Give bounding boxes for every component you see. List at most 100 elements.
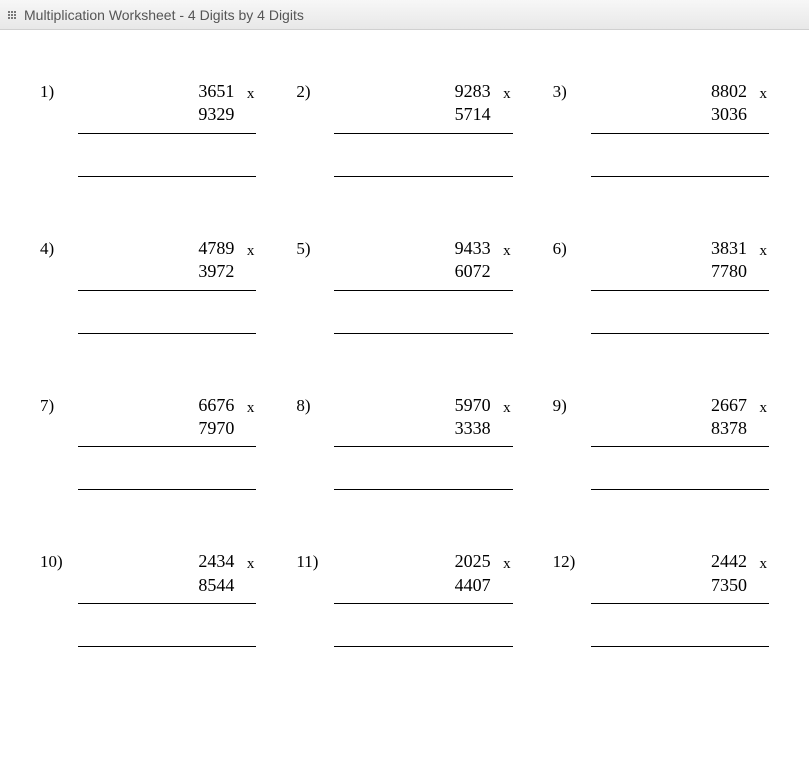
multiply-symbol: x: [503, 243, 511, 260]
operand-rule: [78, 133, 256, 134]
problem: 4)47893972 x: [40, 237, 256, 334]
operand-rule: [591, 446, 769, 447]
multiplier: 7780: [591, 260, 747, 283]
window-titlebar: Multiplication Worksheet - 4 Digits by 4…: [0, 0, 809, 30]
multiplicand: 9433: [334, 237, 490, 260]
problem-body: 66767970 x: [78, 394, 256, 491]
grip-icon: [8, 11, 16, 19]
multiply-symbol: x: [503, 86, 511, 103]
problem-number: 1): [40, 80, 78, 102]
operand-rule: [78, 446, 256, 447]
multiplicand: 2025: [334, 550, 490, 573]
multiplier: 8378: [591, 417, 747, 440]
operands: 47893972 x: [78, 237, 256, 284]
multiplicand: 9283: [334, 80, 490, 103]
multiplier: 7350: [591, 574, 747, 597]
problem-body: 94336072 x: [334, 237, 512, 334]
operands: 92835714 x: [334, 80, 512, 127]
multiply-symbol: x: [759, 243, 767, 260]
multiply-symbol: x: [247, 243, 255, 260]
problem-body: 47893972 x: [78, 237, 256, 334]
operand-rule: [334, 603, 512, 604]
problem-body: 88023036 x: [591, 80, 769, 177]
multiplicand: 8802: [591, 80, 747, 103]
operands: 59703338 x: [334, 394, 512, 441]
problem-number: 3): [553, 80, 591, 102]
multiply-symbol: x: [247, 86, 255, 103]
operands: 38317780x: [591, 237, 769, 284]
multiplicand: 2434: [78, 550, 234, 573]
multiplier: 4407: [334, 574, 490, 597]
problem-body: 38317780x: [591, 237, 769, 334]
multiplicand: 2442: [591, 550, 747, 573]
multiplier: 6072: [334, 260, 490, 283]
problem-number: 9): [553, 394, 591, 416]
multiplicand: 5970: [334, 394, 490, 417]
problem-body: 24348544x: [78, 550, 256, 647]
operands: 24427350x: [591, 550, 769, 597]
problem-number: 8): [296, 394, 334, 416]
problem: 5)94336072 x: [296, 237, 512, 334]
problem: 1)36519329 x: [40, 80, 256, 177]
operand-rule: [591, 603, 769, 604]
multiplier: 3036: [591, 103, 747, 126]
multiply-symbol: x: [759, 86, 767, 103]
operand-rule: [334, 290, 512, 291]
operand-rule: [591, 290, 769, 291]
answer-rule: [78, 646, 256, 647]
answer-rule: [334, 489, 512, 490]
problem-number: 10): [40, 550, 78, 572]
operands: 94336072 x: [334, 237, 512, 284]
window-title: Multiplication Worksheet - 4 Digits by 4…: [24, 7, 304, 23]
answer-rule: [591, 176, 769, 177]
multiplier: 5714: [334, 103, 490, 126]
operands: 24348544x: [78, 550, 256, 597]
problem-number: 12): [553, 550, 591, 572]
problem-number: 4): [40, 237, 78, 259]
operand-rule: [591, 133, 769, 134]
problem: 8)59703338 x: [296, 394, 512, 491]
operands: 88023036 x: [591, 80, 769, 127]
problem-body: 20254407 x: [334, 550, 512, 647]
problem-number: 5): [296, 237, 334, 259]
operand-rule: [78, 603, 256, 604]
problem-body: 59703338 x: [334, 394, 512, 491]
multiply-symbol: x: [247, 556, 255, 573]
multiplier: 3338: [334, 417, 490, 440]
problem-number: 11): [296, 550, 334, 572]
operand-rule: [334, 133, 512, 134]
problem-grid: 1)36519329x2)92835714x3)88023036x4)47893…: [40, 80, 769, 647]
multiplicand: 3651: [78, 80, 234, 103]
problem-body: 24427350x: [591, 550, 769, 647]
worksheet-area: 1)36519329x2)92835714x3)88023036x4)47893…: [0, 30, 809, 667]
multiply-symbol: x: [247, 400, 255, 417]
problem-body: 26678378x: [591, 394, 769, 491]
operands: 26678378x: [591, 394, 769, 441]
problem: 2)92835714 x: [296, 80, 512, 177]
operands: 36519329 x: [78, 80, 256, 127]
problem: 3)88023036 x: [553, 80, 769, 177]
answer-rule: [334, 646, 512, 647]
multiply-symbol: x: [759, 400, 767, 417]
multiplicand: 4789: [78, 237, 234, 260]
multiply-symbol: x: [503, 556, 511, 573]
problem: 12)24427350x: [553, 550, 769, 647]
answer-rule: [591, 489, 769, 490]
operand-rule: [78, 290, 256, 291]
multiplier: 7970: [78, 417, 234, 440]
answer-rule: [591, 646, 769, 647]
multiply-symbol: x: [503, 400, 511, 417]
multiplier: 9329: [78, 103, 234, 126]
answer-rule: [78, 176, 256, 177]
problem-number: 2): [296, 80, 334, 102]
multiplicand: 6676: [78, 394, 234, 417]
operands: 66767970 x: [78, 394, 256, 441]
operands: 20254407 x: [334, 550, 512, 597]
answer-rule: [78, 489, 256, 490]
multiplier: 3972: [78, 260, 234, 283]
answer-rule: [334, 176, 512, 177]
problem-number: 6): [553, 237, 591, 259]
problem: 9)26678378x: [553, 394, 769, 491]
operand-rule: [334, 446, 512, 447]
problem-body: 36519329 x: [78, 80, 256, 177]
